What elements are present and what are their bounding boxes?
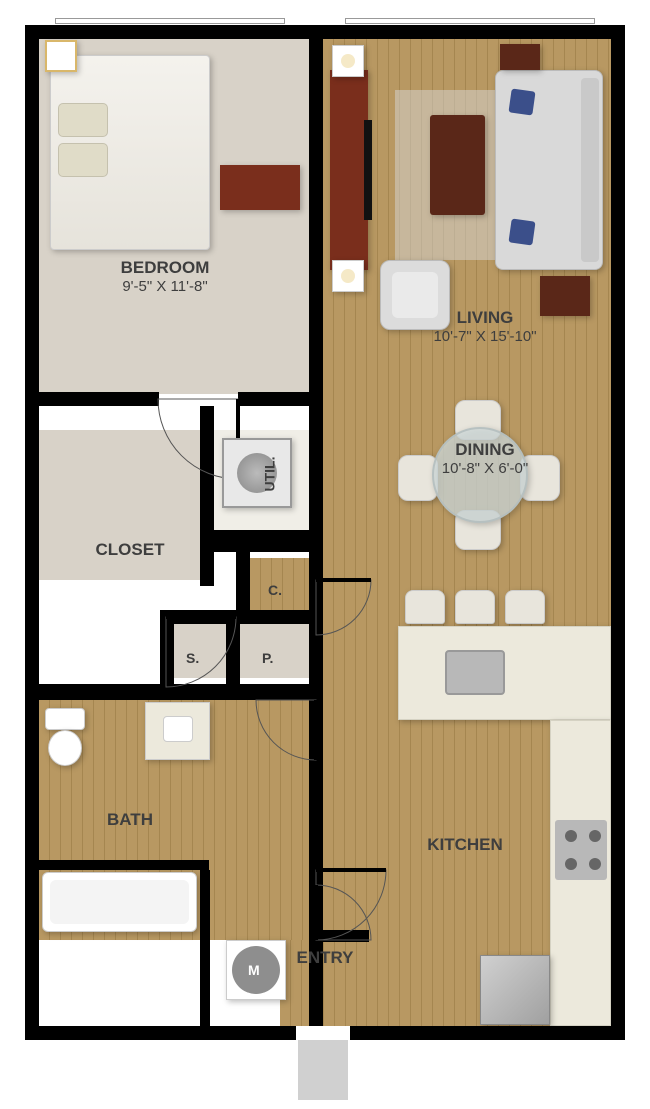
toilet-bowl xyxy=(48,730,82,766)
toilet-tank xyxy=(45,708,85,730)
room-name-closet: CLOSET xyxy=(70,540,190,560)
bathtub-inner xyxy=(50,880,189,924)
room-dims-living: 10'-7" X 15'-10" xyxy=(395,328,575,345)
sofa-back xyxy=(581,78,599,262)
label-living: LIVING10'-7" X 15'-10" xyxy=(395,308,575,345)
tv xyxy=(364,120,372,220)
room-dims-bedroom: 9'-5" X 11'-8" xyxy=(75,278,255,295)
room-name-kitchen: KITCHEN xyxy=(400,835,530,855)
burner-3 xyxy=(589,858,601,870)
room-name-bath: BATH xyxy=(75,810,185,830)
label-closet: CLOSET xyxy=(70,540,190,560)
pillow-2 xyxy=(58,143,108,177)
small-label-s: S. xyxy=(186,650,199,666)
lamp-shade-1 xyxy=(341,269,355,283)
nightstand xyxy=(45,40,77,72)
bath-sink xyxy=(163,716,193,742)
entry-mat xyxy=(298,1040,348,1100)
window-bedroom xyxy=(55,18,285,24)
label-entry: ENTRY xyxy=(280,948,370,968)
living-side_table1 xyxy=(500,44,540,70)
bar-stool-1 xyxy=(455,590,495,624)
room-name-living: LIVING xyxy=(395,308,575,328)
room-dims-dining: 10'-8" X 6'-0" xyxy=(400,460,570,477)
bar-stool-2 xyxy=(505,590,545,624)
label-bedroom: BEDROOM9'-5" X 11'-8" xyxy=(75,258,255,295)
small-label-c: C. xyxy=(268,582,282,598)
small-label-util: UTIL. xyxy=(262,457,278,492)
sofa-pillow-0 xyxy=(508,88,535,115)
small-label-p: P. xyxy=(262,650,273,666)
room-name-entry: ENTRY xyxy=(280,948,370,968)
room-name-bedroom: BEDROOM xyxy=(75,258,255,278)
window-living xyxy=(345,18,595,24)
bedroom-desk xyxy=(220,165,300,210)
bar-stool-0 xyxy=(405,590,445,624)
stove xyxy=(555,820,607,880)
floor-plan: BEDROOM9'-5" X 11'-8" LIVING10'-7" X 15'-… xyxy=(0,0,650,1109)
label-kitchen: KITCHEN xyxy=(400,835,530,855)
pillow-1 xyxy=(58,103,108,137)
kitchen-sink xyxy=(445,650,505,695)
tv-unit xyxy=(330,70,368,270)
coffee-table xyxy=(430,115,485,215)
label-bath: BATH xyxy=(75,810,185,830)
burner-0 xyxy=(565,830,577,842)
burner-2 xyxy=(565,858,577,870)
lamp-shade-0 xyxy=(341,54,355,68)
room-name-dining: DINING xyxy=(400,440,570,460)
sofa-pillow-1 xyxy=(508,218,535,245)
entry-door-gap xyxy=(296,1026,350,1040)
small-label-m: M xyxy=(248,962,260,978)
burner-1 xyxy=(589,830,601,842)
fridge xyxy=(480,955,550,1025)
label-dining: DINING10'-8" X 6'-0" xyxy=(400,440,570,477)
